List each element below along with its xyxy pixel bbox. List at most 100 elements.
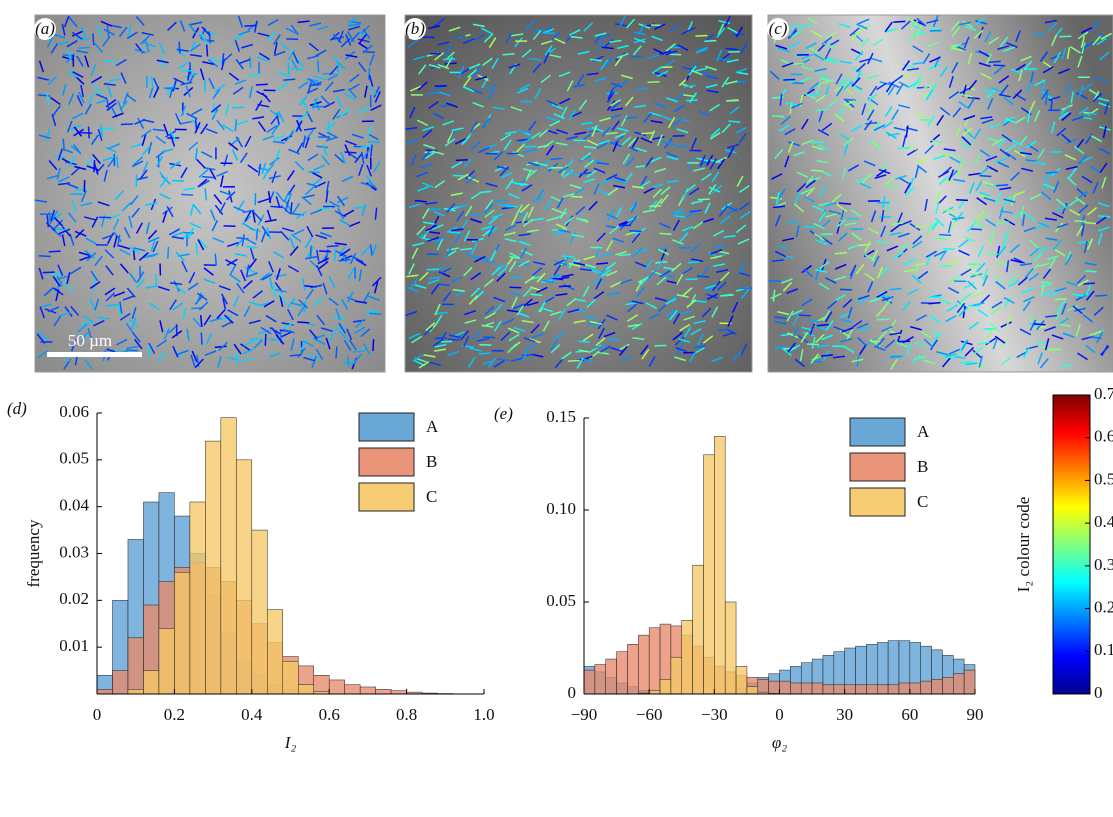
micrographs: (a)50 µm(b)(c) [34, 15, 1113, 372]
legend-swatch [359, 413, 414, 441]
y-tick-label: 0.01 [59, 636, 89, 655]
fibre-segment [568, 360, 580, 361]
histogram-bar [345, 685, 360, 694]
fibre-segment [960, 362, 972, 363]
histogram-bar [823, 685, 834, 694]
x-tick-label: 0 [93, 705, 102, 724]
colorbar-tick-label: 0.7 [1094, 384, 1113, 403]
legend-swatch [359, 483, 414, 511]
fibre-segment [201, 333, 202, 345]
colorbar-tick-label: 0.4 [1094, 512, 1113, 531]
y-tick-label: 0 [568, 683, 577, 702]
histogram-bar [671, 657, 682, 694]
panel-label: (c) [769, 19, 788, 38]
histogram-bar [190, 502, 205, 694]
fibre-segment [373, 339, 374, 351]
fibre-segment [93, 33, 94, 45]
fibre-segment [877, 319, 889, 320]
fibre-segment [39, 256, 51, 257]
panel-label: (d) [7, 399, 27, 418]
fibre-segment [102, 128, 114, 129]
fibre-segment [250, 56, 251, 68]
histogram-bar [725, 602, 736, 694]
legend-label: C [917, 492, 928, 511]
histogram-bar [693, 565, 704, 694]
fibre-segment [286, 39, 298, 40]
x-tick-label: 1.0 [473, 705, 494, 724]
micrograph [768, 15, 1113, 372]
histogram-bar [845, 685, 856, 694]
fibre-segment [727, 101, 739, 102]
histogram-bar [584, 670, 595, 694]
histogram-bar [888, 685, 899, 694]
fibre-segment [190, 62, 191, 74]
fibre-segment [179, 42, 180, 54]
fibre-segment [448, 339, 460, 340]
fibre-segment [619, 225, 631, 226]
x-tick-label: 60 [901, 705, 918, 724]
fibre-segment [319, 251, 331, 252]
fibre-segment [56, 229, 68, 230]
fibre-segment [803, 226, 815, 227]
histogram-bar [921, 681, 932, 694]
fibre-segment [80, 133, 92, 134]
histogram-bar [714, 436, 725, 694]
fibre-segment [694, 301, 706, 302]
fibre-segment [956, 200, 968, 201]
colorbar [1053, 395, 1090, 694]
x-tick-label: 0.6 [319, 705, 340, 724]
histogram-bar [660, 679, 671, 694]
fibre-segment [626, 117, 638, 118]
histogram-bar [221, 418, 236, 694]
x-tick-label: −30 [701, 705, 728, 724]
histogram-bar [617, 652, 628, 694]
colorbar-tick-label: 0.3 [1094, 555, 1113, 574]
fibre-segment [308, 172, 320, 173]
histogram-bar [638, 635, 649, 694]
fibre-segment [893, 21, 905, 22]
fibre-segment [996, 185, 1008, 186]
fibre-segment [445, 63, 457, 64]
fibre-segment [428, 277, 440, 278]
fibre-segment [283, 79, 295, 80]
histogram-bar [899, 683, 910, 694]
fibre-segment [816, 109, 828, 110]
fibre-segment [49, 251, 61, 252]
fibre-segment [168, 247, 169, 259]
scale-bar-label: 50 µm [68, 331, 112, 350]
y-tick-label: 0.04 [59, 496, 89, 515]
fibre-segment [235, 119, 236, 131]
fibre-segment [43, 272, 55, 273]
histogram-bar [329, 680, 344, 694]
histogram-bar [298, 685, 313, 694]
histogram-bar [649, 628, 660, 694]
legend-label: B [426, 452, 437, 471]
fibre-segment [78, 48, 90, 49]
histogram-bar [790, 683, 801, 694]
fibre-segment [1085, 271, 1097, 272]
legend-label: A [917, 422, 930, 441]
fibre-segment [1033, 324, 1045, 325]
fibre-segment [244, 25, 256, 26]
fibre-segment [587, 324, 599, 325]
fibre-segment [270, 206, 282, 207]
fibre-segment [722, 295, 734, 296]
legend-label: A [426, 417, 439, 436]
fibre-segment [696, 35, 708, 36]
fibre-segment [483, 337, 495, 338]
histogram-bar [801, 683, 812, 694]
histogram-bar [942, 677, 953, 694]
fibre-segment [215, 254, 216, 266]
histogram-bar [159, 628, 174, 694]
fibre-segment [979, 176, 991, 177]
fibre-segment [288, 62, 289, 74]
fibre-segment [698, 199, 710, 200]
fibre-segment [1078, 242, 1090, 243]
fibre-segment [94, 160, 95, 172]
fibre-segment [840, 289, 852, 290]
fibre-segment [207, 44, 208, 56]
fibre-segment [479, 353, 491, 354]
legend-swatch [850, 418, 905, 446]
fibre-segment [1083, 283, 1095, 284]
